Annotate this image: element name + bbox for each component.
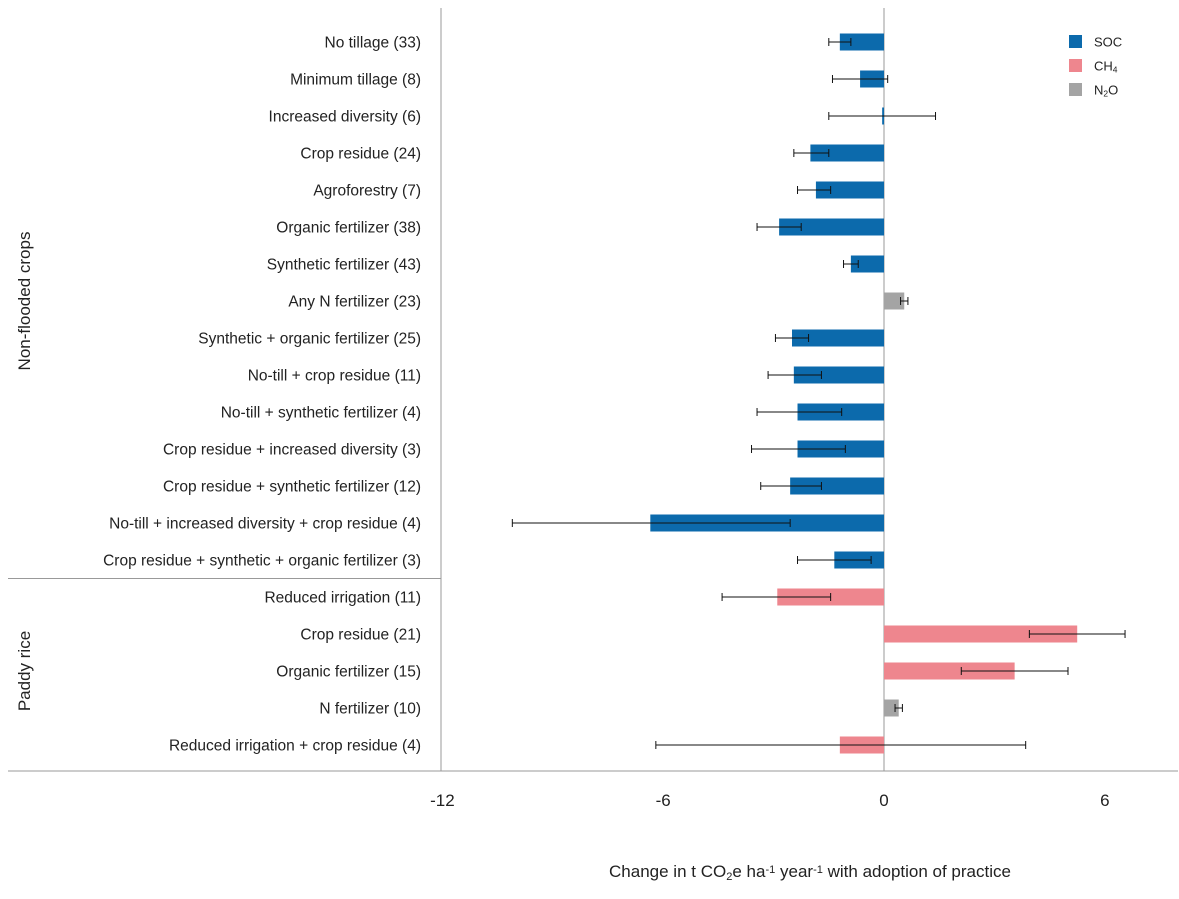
bar-soc [810, 144, 884, 162]
bar-soc [790, 477, 884, 495]
x-axis-label: Change in t CO2e ha-1 year-1 with adopti… [609, 862, 1011, 883]
bar-soc [793, 366, 884, 384]
legend-label-ch4: CH4 [1094, 59, 1118, 75]
category-label: No-till + crop residue (11) [248, 368, 421, 385]
bar-soc [815, 181, 884, 199]
category-label: Crop residue (24) [300, 146, 421, 163]
category-label: Reduced irrigation (11) [264, 590, 421, 607]
bar-n2o [884, 699, 899, 717]
x-tick-label: -12 [430, 791, 455, 810]
category-label: N fertilizer (10) [319, 701, 421, 718]
category-label: Reduced irrigation + crop residue (4) [169, 738, 421, 755]
bar-n2o [884, 292, 905, 310]
category-label: Crop residue + synthetic + organic ferti… [103, 553, 421, 570]
x-tick-label: 6 [1100, 791, 1109, 810]
legend-label-n2o: N2O [1094, 83, 1118, 99]
group-label-0: Non-flooded crops [15, 232, 34, 371]
category-label: No-till + synthetic fertilizer (4) [221, 405, 421, 422]
legend-swatch-ch4 [1069, 59, 1082, 72]
bar-ch4 [884, 662, 1015, 680]
category-label: Crop residue + synthetic fertilizer (12) [163, 479, 421, 496]
legend-swatch-n2o [1069, 83, 1082, 96]
category-label: No tillage (33) [325, 35, 422, 52]
bar-soc [792, 329, 884, 347]
category-label: No-till + increased diversity + crop res… [109, 516, 421, 533]
x-tick-label: -6 [656, 791, 671, 810]
bar-soc [779, 218, 884, 236]
bar-soc [850, 255, 884, 273]
legend-label-soc: SOC [1094, 35, 1122, 50]
category-label: Minimum tillage (8) [290, 72, 421, 89]
category-label: Crop residue (21) [300, 627, 421, 644]
bar-ch4 [884, 625, 1078, 643]
group-label-1: Paddy rice [15, 631, 34, 711]
x-tick-label: 0 [879, 791, 888, 810]
legend-swatch-soc [1069, 35, 1082, 48]
category-label: Any N fertilizer (23) [288, 294, 421, 311]
category-label: Increased diversity (6) [269, 109, 421, 126]
category-label: Synthetic fertilizer (43) [267, 257, 421, 274]
category-label: Organic fertilizer (38) [276, 220, 421, 237]
category-label: Organic fertilizer (15) [276, 664, 421, 681]
bar-soc [839, 33, 884, 51]
category-label: Crop residue + increased diversity (3) [163, 442, 421, 459]
category-label: Agroforestry (7) [313, 183, 421, 200]
category-label: Synthetic + organic fertilizer (25) [198, 331, 421, 348]
